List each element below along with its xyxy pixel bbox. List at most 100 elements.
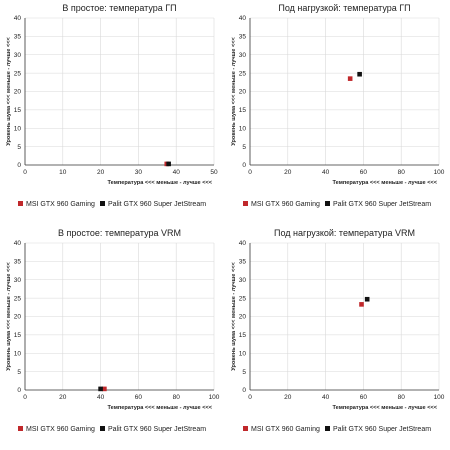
y-tick-label: 40 <box>14 15 22 22</box>
x-tick-label: 60 <box>135 394 143 401</box>
y-tick-label: 30 <box>239 52 247 59</box>
x-tick-label: 80 <box>173 394 181 401</box>
x-tick-label: 100 <box>209 394 220 401</box>
y-tick-label: 5 <box>242 144 246 151</box>
x-tick-label: 20 <box>97 169 105 176</box>
data-point-palit <box>166 161 171 167</box>
x-tick-label: 30 <box>135 169 143 176</box>
x-tick-label: 0 <box>23 169 27 176</box>
data-point-palit <box>364 296 370 302</box>
legend-label: MSI GTX 960 Gaming <box>26 426 95 433</box>
x-axis-label: Температура <<< меньше - лучше <<< <box>108 405 213 411</box>
x-tick-label: 0 <box>248 169 252 176</box>
x-axis-label: Температура <<< меньше - лучше <<< <box>333 405 438 411</box>
y-tick-label: 40 <box>239 240 247 247</box>
legend-label: MSI GTX 960 Gaming <box>26 201 95 208</box>
chart-title: В простое: температура ГП <box>62 3 176 13</box>
y-tick-label: 15 <box>239 107 247 114</box>
y-axis-label: Уровень шума <<< меньше - лучше <<< <box>231 262 237 371</box>
y-tick-label: 35 <box>14 259 22 266</box>
chart-idle-gpu-temp: 0 5 10 15 20 25 30 35 40 0 10 20 30 40 50 В простое: те… <box>0 0 225 225</box>
x-tick-label: 0 <box>23 394 27 401</box>
y-axis-label: Уровень шума <<< меньше - лучше <<< <box>6 262 12 371</box>
x-axis-label: Температура <<< меньше - лучше <<< <box>333 180 438 186</box>
y-tick-label: 30 <box>14 277 22 284</box>
x-tick-label: 60 <box>360 169 368 176</box>
x-tick-label: 20 <box>59 394 67 401</box>
x-tick-label: 0 <box>248 394 252 401</box>
legend-marker <box>325 426 330 431</box>
y-tick-label: 0 <box>17 387 21 394</box>
y-tick-label: 0 <box>242 162 246 169</box>
y-tick-label: 15 <box>14 107 22 114</box>
chart-idle-vrm-temp: 0 5 10 15 20 25 30 35 40 0 20 40 60 80 100 В простое: т… <box>0 225 225 450</box>
chart-title: Под нагрузкой: температура ГП <box>278 3 410 13</box>
y-tick-label: 0 <box>17 162 21 169</box>
y-tick-label: 25 <box>14 295 22 302</box>
chart-load-gpu-temp: 0 5 10 15 20 25 30 35 40 0 20 40 60 80 100 Под нагрузко… <box>225 0 450 225</box>
legend-marker <box>243 426 248 431</box>
data-point-msi <box>347 76 353 81</box>
y-axis-label: Уровень шума <<< меньше - лучше <<< <box>6 37 12 146</box>
x-tick-label: 40 <box>322 394 330 401</box>
x-tick-label: 50 <box>210 169 218 176</box>
legend-label: Palit GTX 960 Super JetStream <box>108 201 206 208</box>
x-axis-label: Температура <<< меньше - лучше <<< <box>108 180 213 186</box>
y-axis-label: Уровень шума <<< меньше - лучше <<< <box>231 37 237 146</box>
data-point-msi <box>359 302 364 307</box>
data-point-palit <box>357 71 362 77</box>
chart-canvas: 0 5 10 15 20 25 30 35 40 0 10 20 30 40 50 В простое: те… <box>6 3 218 208</box>
y-tick-label: 5 <box>242 369 246 376</box>
y-tick-label: 35 <box>239 259 247 266</box>
legend-label: Palit GTX 960 Super JetStream <box>108 426 206 433</box>
chart-canvas: 0 5 10 15 20 25 30 35 40 0 20 40 60 80 100 Под нагрузко… <box>231 3 445 208</box>
y-tick-label: 10 <box>14 125 22 132</box>
legend-label: Palit GTX 960 Super JetStream <box>333 201 431 208</box>
y-tick-label: 15 <box>14 332 22 339</box>
y-tick-label: 40 <box>14 240 22 247</box>
chart-canvas: 0 5 10 15 20 25 30 35 40 0 20 40 60 80 100 В простое: т… <box>6 228 220 433</box>
legend-marker <box>100 201 105 206</box>
y-tick-label: 5 <box>17 144 21 151</box>
y-tick-label: 20 <box>14 89 22 96</box>
y-tick-label: 0 <box>242 387 246 394</box>
x-tick-label: 10 <box>59 169 67 176</box>
x-tick-label: 20 <box>284 169 292 176</box>
legend-marker <box>18 201 23 206</box>
legend-marker <box>243 201 248 206</box>
legend-marker <box>18 426 23 431</box>
x-tick-label: 40 <box>322 169 330 176</box>
x-tick-label: 100 <box>434 169 445 176</box>
y-tick-label: 40 <box>239 15 247 22</box>
y-tick-label: 20 <box>14 314 22 321</box>
x-tick-label: 80 <box>398 394 406 401</box>
y-tick-label: 15 <box>239 332 247 339</box>
y-tick-label: 10 <box>239 125 247 132</box>
data-point-palit <box>98 386 103 392</box>
x-tick-label: 40 <box>97 394 105 401</box>
y-tick-label: 20 <box>239 314 247 321</box>
y-tick-label: 35 <box>239 34 247 41</box>
legend-label: MSI GTX 960 Gaming <box>251 426 320 433</box>
chart-canvas: 0 5 10 15 20 25 30 35 40 0 20 40 60 80 100 Под нагрузко… <box>231 228 445 433</box>
y-tick-label: 25 <box>239 70 247 77</box>
y-tick-label: 10 <box>14 350 22 357</box>
x-tick-label: 100 <box>434 394 445 401</box>
legend-label: MSI GTX 960 Gaming <box>251 201 320 208</box>
y-tick-label: 30 <box>239 277 247 284</box>
chart-title: Под нагрузкой: температура VRM <box>274 228 415 238</box>
y-tick-label: 10 <box>239 350 247 357</box>
y-tick-label: 25 <box>14 70 22 77</box>
x-tick-label: 60 <box>360 394 368 401</box>
legend-label: Palit GTX 960 Super JetStream <box>333 426 431 433</box>
y-tick-label: 25 <box>239 295 247 302</box>
x-tick-label: 80 <box>398 169 406 176</box>
legend-marker <box>325 201 330 206</box>
chart-load-vrm-temp: 0 5 10 15 20 25 30 35 40 0 20 40 60 80 100 Под нагрузко… <box>225 225 450 450</box>
y-tick-label: 5 <box>17 369 21 376</box>
x-tick-label: 40 <box>173 169 181 176</box>
y-tick-label: 30 <box>14 52 22 59</box>
x-tick-label: 20 <box>284 394 292 401</box>
y-tick-label: 35 <box>14 34 22 41</box>
data-point-msi <box>102 386 107 392</box>
